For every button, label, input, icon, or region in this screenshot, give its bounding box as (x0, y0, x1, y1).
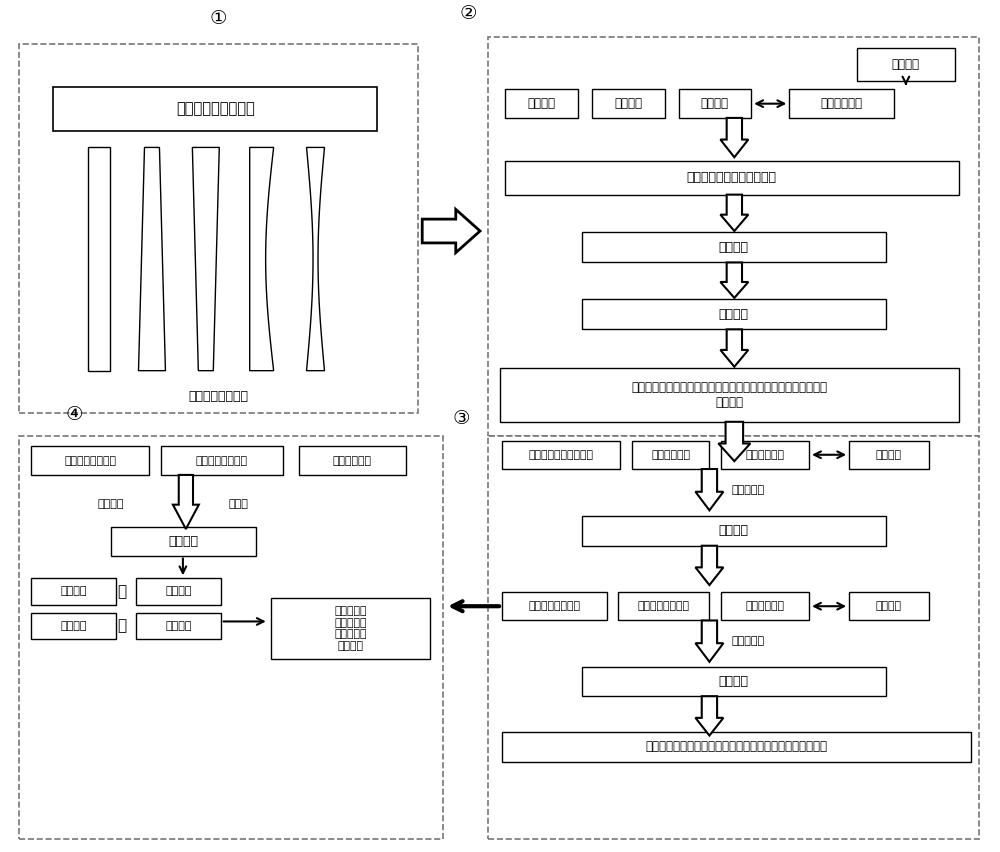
Bar (679, 89, 751, 118)
Text: 最优能耗: 最优能耗 (165, 586, 192, 596)
Bar (136, 613, 221, 639)
Text: 实际能耗: 实际能耗 (168, 535, 198, 548)
Text: ②: ② (459, 3, 477, 22)
Bar (502, 592, 607, 620)
Text: 实际厚度: 实际厚度 (60, 621, 87, 630)
Text: 回归方程: 回归方程 (719, 241, 749, 254)
Text: 进给速度: 进给速度 (614, 97, 642, 110)
Polygon shape (250, 147, 274, 371)
Polygon shape (695, 696, 723, 735)
Text: 电流模块: 电流模块 (98, 499, 124, 509)
Bar (582, 516, 886, 546)
Text: 五种煤壁厚度情况: 五种煤壁厚度情况 (189, 389, 249, 403)
Polygon shape (88, 147, 110, 371)
Text: 待测最优进给速度: 待测最优进给速度 (638, 602, 690, 611)
Bar (582, 232, 886, 262)
Text: 煤层厚度: 煤层厚度 (701, 97, 729, 110)
Polygon shape (307, 147, 324, 371)
Bar (857, 48, 955, 81)
Text: 最优进给速度: 最优进给速度 (651, 450, 690, 460)
Text: 已测煤层厚度: 已测煤层厚度 (333, 456, 372, 466)
Text: ④: ④ (65, 405, 83, 423)
Bar (136, 579, 221, 605)
Text: 滚筒转速: 滚筒转速 (527, 97, 555, 110)
Polygon shape (720, 262, 748, 298)
Bar (582, 299, 886, 330)
Bar (299, 446, 406, 475)
Text: ①: ① (210, 9, 228, 28)
Bar (19, 435, 443, 839)
Text: －: － (117, 584, 127, 599)
Bar (618, 592, 709, 620)
Polygon shape (422, 210, 480, 253)
Polygon shape (720, 330, 748, 366)
Text: 待求实际最优滚筒转速: 待求实际最优滚筒转速 (528, 450, 593, 460)
Text: 实际最优滚筒转速: 实际最优滚筒转速 (528, 602, 580, 611)
Bar (502, 732, 971, 762)
Text: 已测煤层厚度: 已测煤层厚度 (746, 450, 785, 460)
Polygon shape (720, 118, 748, 158)
Bar (502, 440, 620, 469)
Polygon shape (720, 194, 748, 231)
Bar (111, 527, 256, 556)
Text: 遗传算法: 遗传算法 (719, 308, 749, 320)
Text: ③: ③ (452, 409, 470, 428)
Polygon shape (173, 475, 199, 529)
Text: 回归方程: 回归方程 (719, 675, 749, 688)
Polygon shape (695, 469, 723, 510)
Text: 实验法: 实验法 (229, 499, 249, 509)
Bar (582, 667, 886, 696)
Text: 电流模块: 电流模块 (892, 58, 920, 71)
Bar (31, 446, 149, 475)
Bar (721, 592, 809, 620)
Bar (271, 598, 430, 659)
Text: 结构光三维重构煤壁: 结构光三维重构煤壁 (176, 101, 255, 117)
Text: 能耗、生产率: 能耗、生产率 (821, 97, 863, 110)
Bar (505, 89, 578, 118)
Text: 二次旋转回归正交组合实验: 二次旋转回归正交组合实验 (687, 171, 777, 184)
Bar (789, 89, 894, 118)
Bar (53, 88, 377, 130)
Polygon shape (695, 620, 723, 662)
Bar (500, 368, 959, 422)
Bar (31, 579, 116, 605)
Text: 已测煤层厚度: 已测煤层厚度 (746, 602, 785, 611)
Text: 第一次代入: 第一次代入 (731, 485, 764, 495)
Text: 回归方程: 回归方程 (719, 525, 749, 538)
Polygon shape (192, 147, 219, 371)
Bar (488, 37, 979, 435)
Text: －: － (117, 619, 127, 633)
Bar (849, 440, 929, 469)
Text: 利用所得系
数大小调整
滚筒转速、
进给速度: 利用所得系 数大小调整 滚筒转速、 进给速度 (334, 606, 367, 651)
Text: 最小能耗: 最小能耗 (876, 450, 902, 460)
Polygon shape (695, 546, 723, 585)
Bar (632, 440, 709, 469)
Text: 第二次代入: 第二次代入 (731, 636, 764, 646)
Polygon shape (718, 422, 750, 461)
Bar (721, 440, 809, 469)
Text: 最小能耗: 最小能耗 (876, 602, 902, 611)
Text: 获取最小能耗、最大生产率时的最优滚筒转速、最优进给速度及
最优厚度: 获取最小能耗、最大生产率时的最优滚筒转速、最优进给速度及 最优厚度 (631, 381, 827, 409)
Bar (31, 613, 116, 639)
Text: 实际最优滚筒转速: 实际最优滚筒转速 (64, 456, 116, 466)
Bar (19, 44, 418, 413)
Bar (505, 161, 959, 194)
Bar (849, 592, 929, 620)
Bar (488, 435, 979, 839)
Text: 实际能耗: 实际能耗 (60, 586, 87, 596)
Text: 实际最优进给速度: 实际最优进给速度 (196, 456, 248, 466)
Bar (161, 446, 283, 475)
Text: 最优厚度: 最优厚度 (165, 621, 192, 630)
Polygon shape (139, 147, 165, 371)
Bar (592, 89, 665, 118)
Text: 根据不同厚度值获取实际最优滚筒转速和实际最优进给速度: 根据不同厚度值获取实际最优滚筒转速和实际最优进给速度 (645, 740, 827, 753)
